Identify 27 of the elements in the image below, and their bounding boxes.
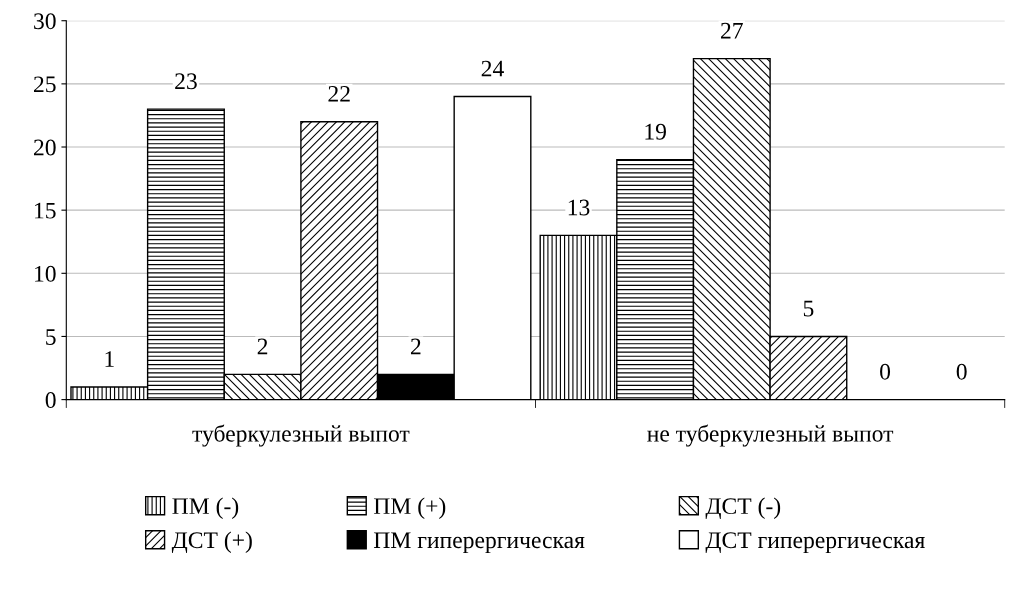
y-tick-label: 20 bbox=[34, 139, 56, 156]
data-label: 27 bbox=[721, 22, 743, 39]
x-tick-label: туберкулезный выпот bbox=[192, 424, 410, 447]
data-label: 13 bbox=[568, 199, 590, 216]
legend-label: ПМ (+) bbox=[373, 497, 446, 519]
y-tick-label: 5 bbox=[46, 329, 56, 345]
data-label: 5 bbox=[803, 300, 814, 317]
legend-label: ПМ гиперергическая bbox=[373, 532, 585, 553]
data-label: 19 bbox=[645, 123, 666, 140]
data-label: 2 bbox=[257, 338, 268, 355]
y-tick-label: 15 bbox=[35, 202, 56, 219]
y-tick-label: 10 bbox=[35, 265, 56, 282]
data-label: 1 bbox=[105, 351, 114, 367]
data-label: 24 bbox=[481, 60, 504, 77]
legend-label: ПМ (-) bbox=[172, 497, 239, 519]
data-label: 22 bbox=[328, 85, 350, 102]
legend-label: ДСТ гиперергическая bbox=[705, 532, 925, 553]
data-label: 0 bbox=[956, 363, 967, 380]
legend-label: ДСТ (+) bbox=[171, 531, 252, 553]
legend-label: ДСТ (-) bbox=[705, 497, 781, 519]
y-tick-label: 30 bbox=[34, 13, 56, 30]
x-tick-label: не туберкулезный выпот bbox=[647, 424, 894, 447]
data-label: 0 bbox=[880, 363, 891, 380]
data-label: 23 bbox=[175, 73, 197, 90]
y-tick-label: 25 bbox=[34, 76, 56, 93]
y-tick-label: 0 bbox=[45, 392, 56, 409]
data-label: 2 bbox=[410, 338, 421, 355]
